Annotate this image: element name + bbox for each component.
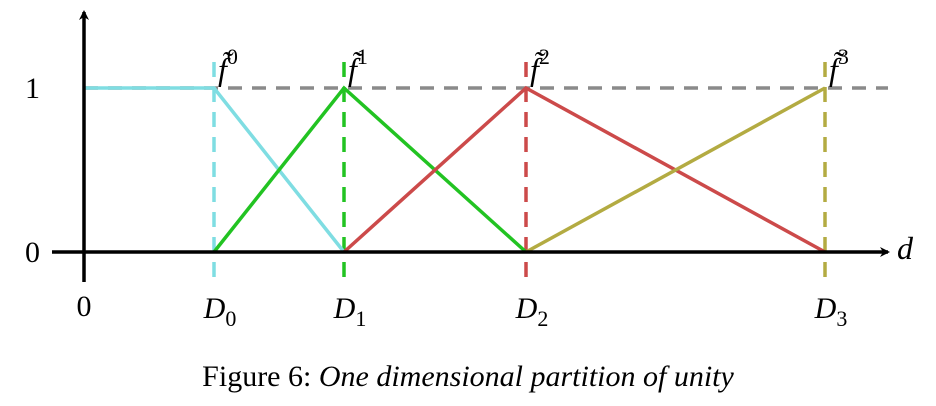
series-line-1 <box>212 85 528 254</box>
caption-prefix: Figure 6: <box>202 360 312 393</box>
series-line-3 <box>525 86 826 254</box>
series-label-0: f̃0 <box>218 44 238 87</box>
figure-caption: Figure 6: One dimensional partition of u… <box>0 360 936 394</box>
series-line-0 <box>84 86 346 254</box>
series-line-2 <box>342 85 826 254</box>
x-axis-label: d <box>897 230 914 266</box>
node-label-3: D3 <box>814 292 848 331</box>
x-origin-label: 0 <box>77 290 92 323</box>
y-tick-label-0: 0 <box>25 236 40 269</box>
y-tick-label-1: 1 <box>25 72 40 105</box>
node-label-1: D1 <box>333 292 367 331</box>
caption-text: One dimensional partition of unity <box>318 360 734 393</box>
series-label-2: f̃2 <box>530 44 550 87</box>
node-label-2: D2 <box>515 292 549 331</box>
node-label-0: D0 <box>203 292 237 331</box>
series-label-3: f̃3 <box>829 44 849 87</box>
series-label-1: f̃1 <box>348 44 368 87</box>
chart: 0 1 0 d D0 D1 D2 D3 f̃0 f̃1 f̃2 f̃3 <box>25 10 914 331</box>
